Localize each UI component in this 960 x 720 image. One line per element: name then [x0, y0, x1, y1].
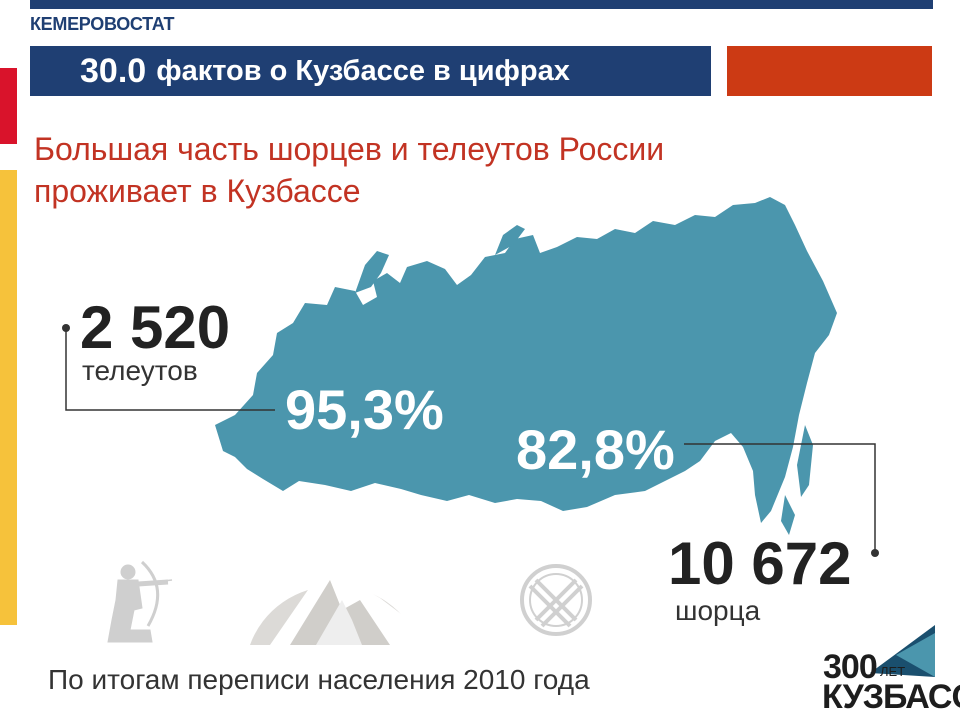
brand-label: КЕМЕРОВОСТАТ [30, 14, 175, 34]
logo-suffix: ЛЕТ [880, 664, 906, 679]
archer-icon [107, 560, 173, 643]
teleut-percent: 95,3% [285, 378, 444, 441]
kuzbass-logo-icon [870, 625, 935, 677]
logo-number: 300 [823, 648, 878, 686]
headline-line-1: Большая часть шорцев и телеутов России [34, 131, 665, 167]
teleut-count: 2 520 [80, 294, 231, 361]
shaman-drum-icon [520, 564, 592, 636]
headline: Большая часть шорцев и телеутов России п… [34, 128, 814, 212]
mountain-icon [250, 558, 442, 645]
title-text: фактов о Кузбассе в цифрах [156, 54, 570, 87]
top-bar [30, 0, 933, 9]
side-stripe-yellow [0, 170, 17, 625]
teleut-label: телеутов [82, 355, 198, 386]
shor-percent: 82,8% [516, 418, 675, 481]
title-band: 30.0 фактов о Кузбассе в цифрах [30, 46, 711, 96]
headline-line-2: проживает в Кузбассе [34, 173, 361, 209]
footer-note: По итогам переписи населения 2010 года [48, 664, 590, 695]
title-number: 30.0 [80, 51, 147, 90]
title-accent-block [727, 46, 932, 96]
shor-label: шорца [675, 595, 761, 626]
side-stripe-red [0, 68, 17, 144]
logo-name: КУЗБАСС [822, 678, 960, 716]
decorative-icons [107, 558, 592, 645]
shor-count: 10 672 [668, 530, 852, 597]
